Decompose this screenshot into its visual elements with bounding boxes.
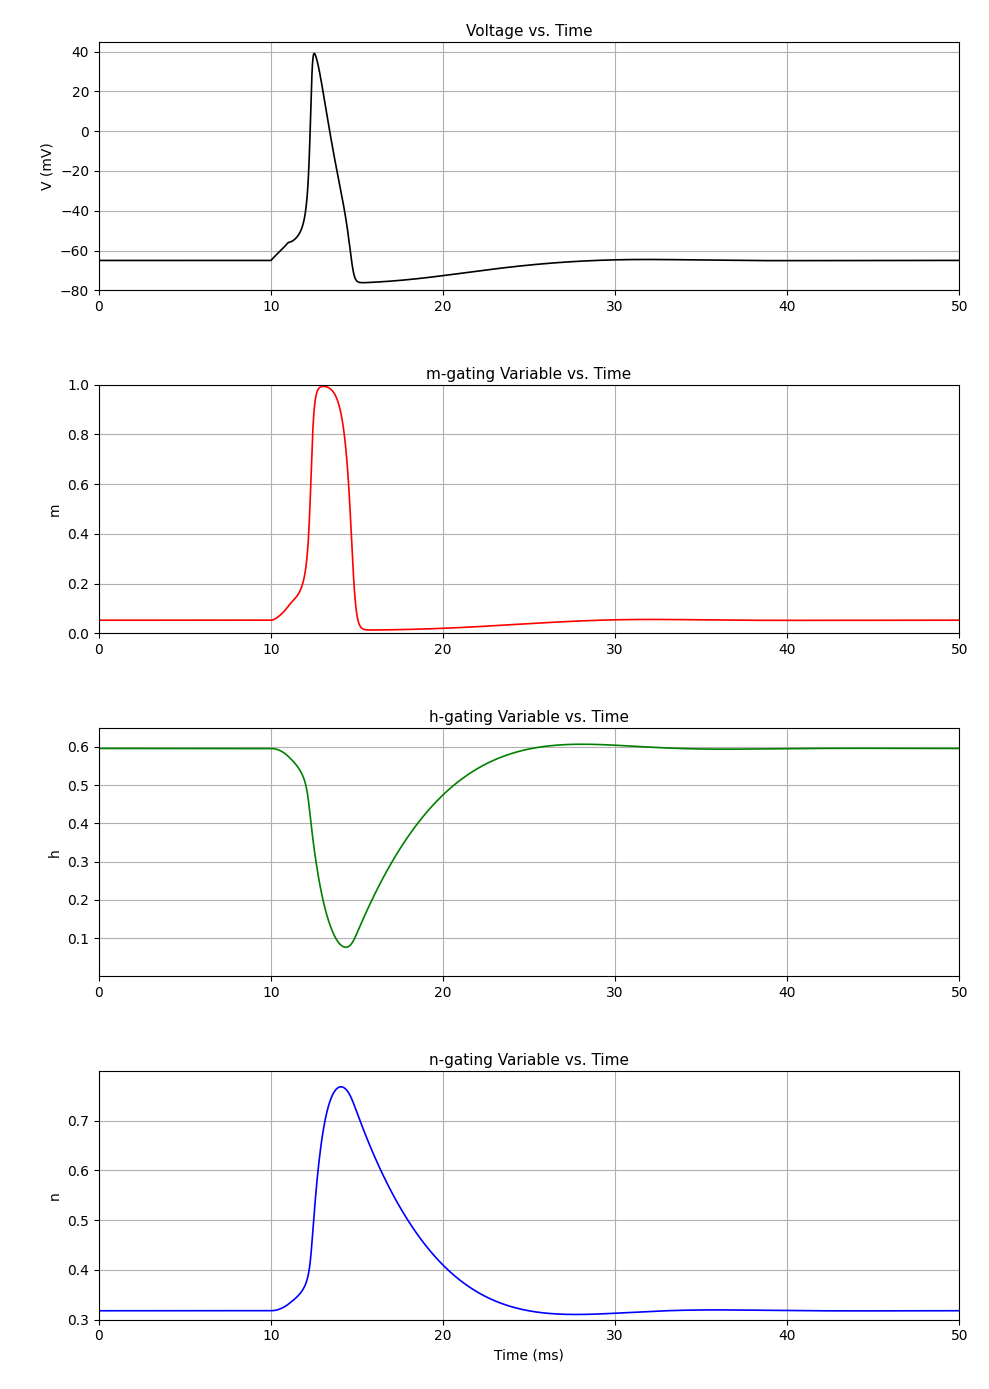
Y-axis label: m: m	[47, 503, 61, 515]
Y-axis label: h: h	[47, 847, 61, 857]
Title: m-gating Variable vs. Time: m-gating Variable vs. Time	[426, 367, 632, 382]
Y-axis label: n: n	[47, 1190, 61, 1200]
Title: n-gating Variable vs. Time: n-gating Variable vs. Time	[429, 1053, 629, 1068]
Title: Voltage vs. Time: Voltage vs. Time	[466, 24, 592, 39]
Y-axis label: V (mV): V (mV)	[41, 142, 54, 190]
Title: h-gating Variable vs. Time: h-gating Variable vs. Time	[429, 710, 629, 725]
X-axis label: Time (ms): Time (ms)	[494, 1349, 564, 1363]
